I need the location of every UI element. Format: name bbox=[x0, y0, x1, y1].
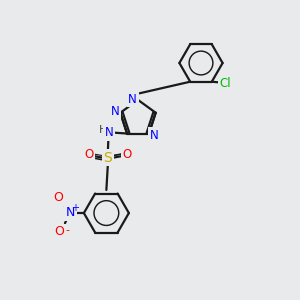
Text: O: O bbox=[55, 225, 64, 238]
Text: +: + bbox=[71, 202, 79, 213]
Text: S: S bbox=[103, 151, 112, 164]
Text: N: N bbox=[105, 126, 113, 139]
Text: -: - bbox=[65, 225, 69, 235]
Text: N: N bbox=[150, 128, 159, 142]
Text: O: O bbox=[122, 148, 132, 161]
Text: N: N bbox=[110, 105, 119, 118]
Text: N: N bbox=[66, 206, 75, 219]
Text: O: O bbox=[53, 191, 63, 204]
Text: Cl: Cl bbox=[220, 77, 231, 90]
Text: O: O bbox=[84, 148, 93, 161]
Text: N: N bbox=[128, 93, 137, 106]
Text: H: H bbox=[99, 124, 107, 135]
